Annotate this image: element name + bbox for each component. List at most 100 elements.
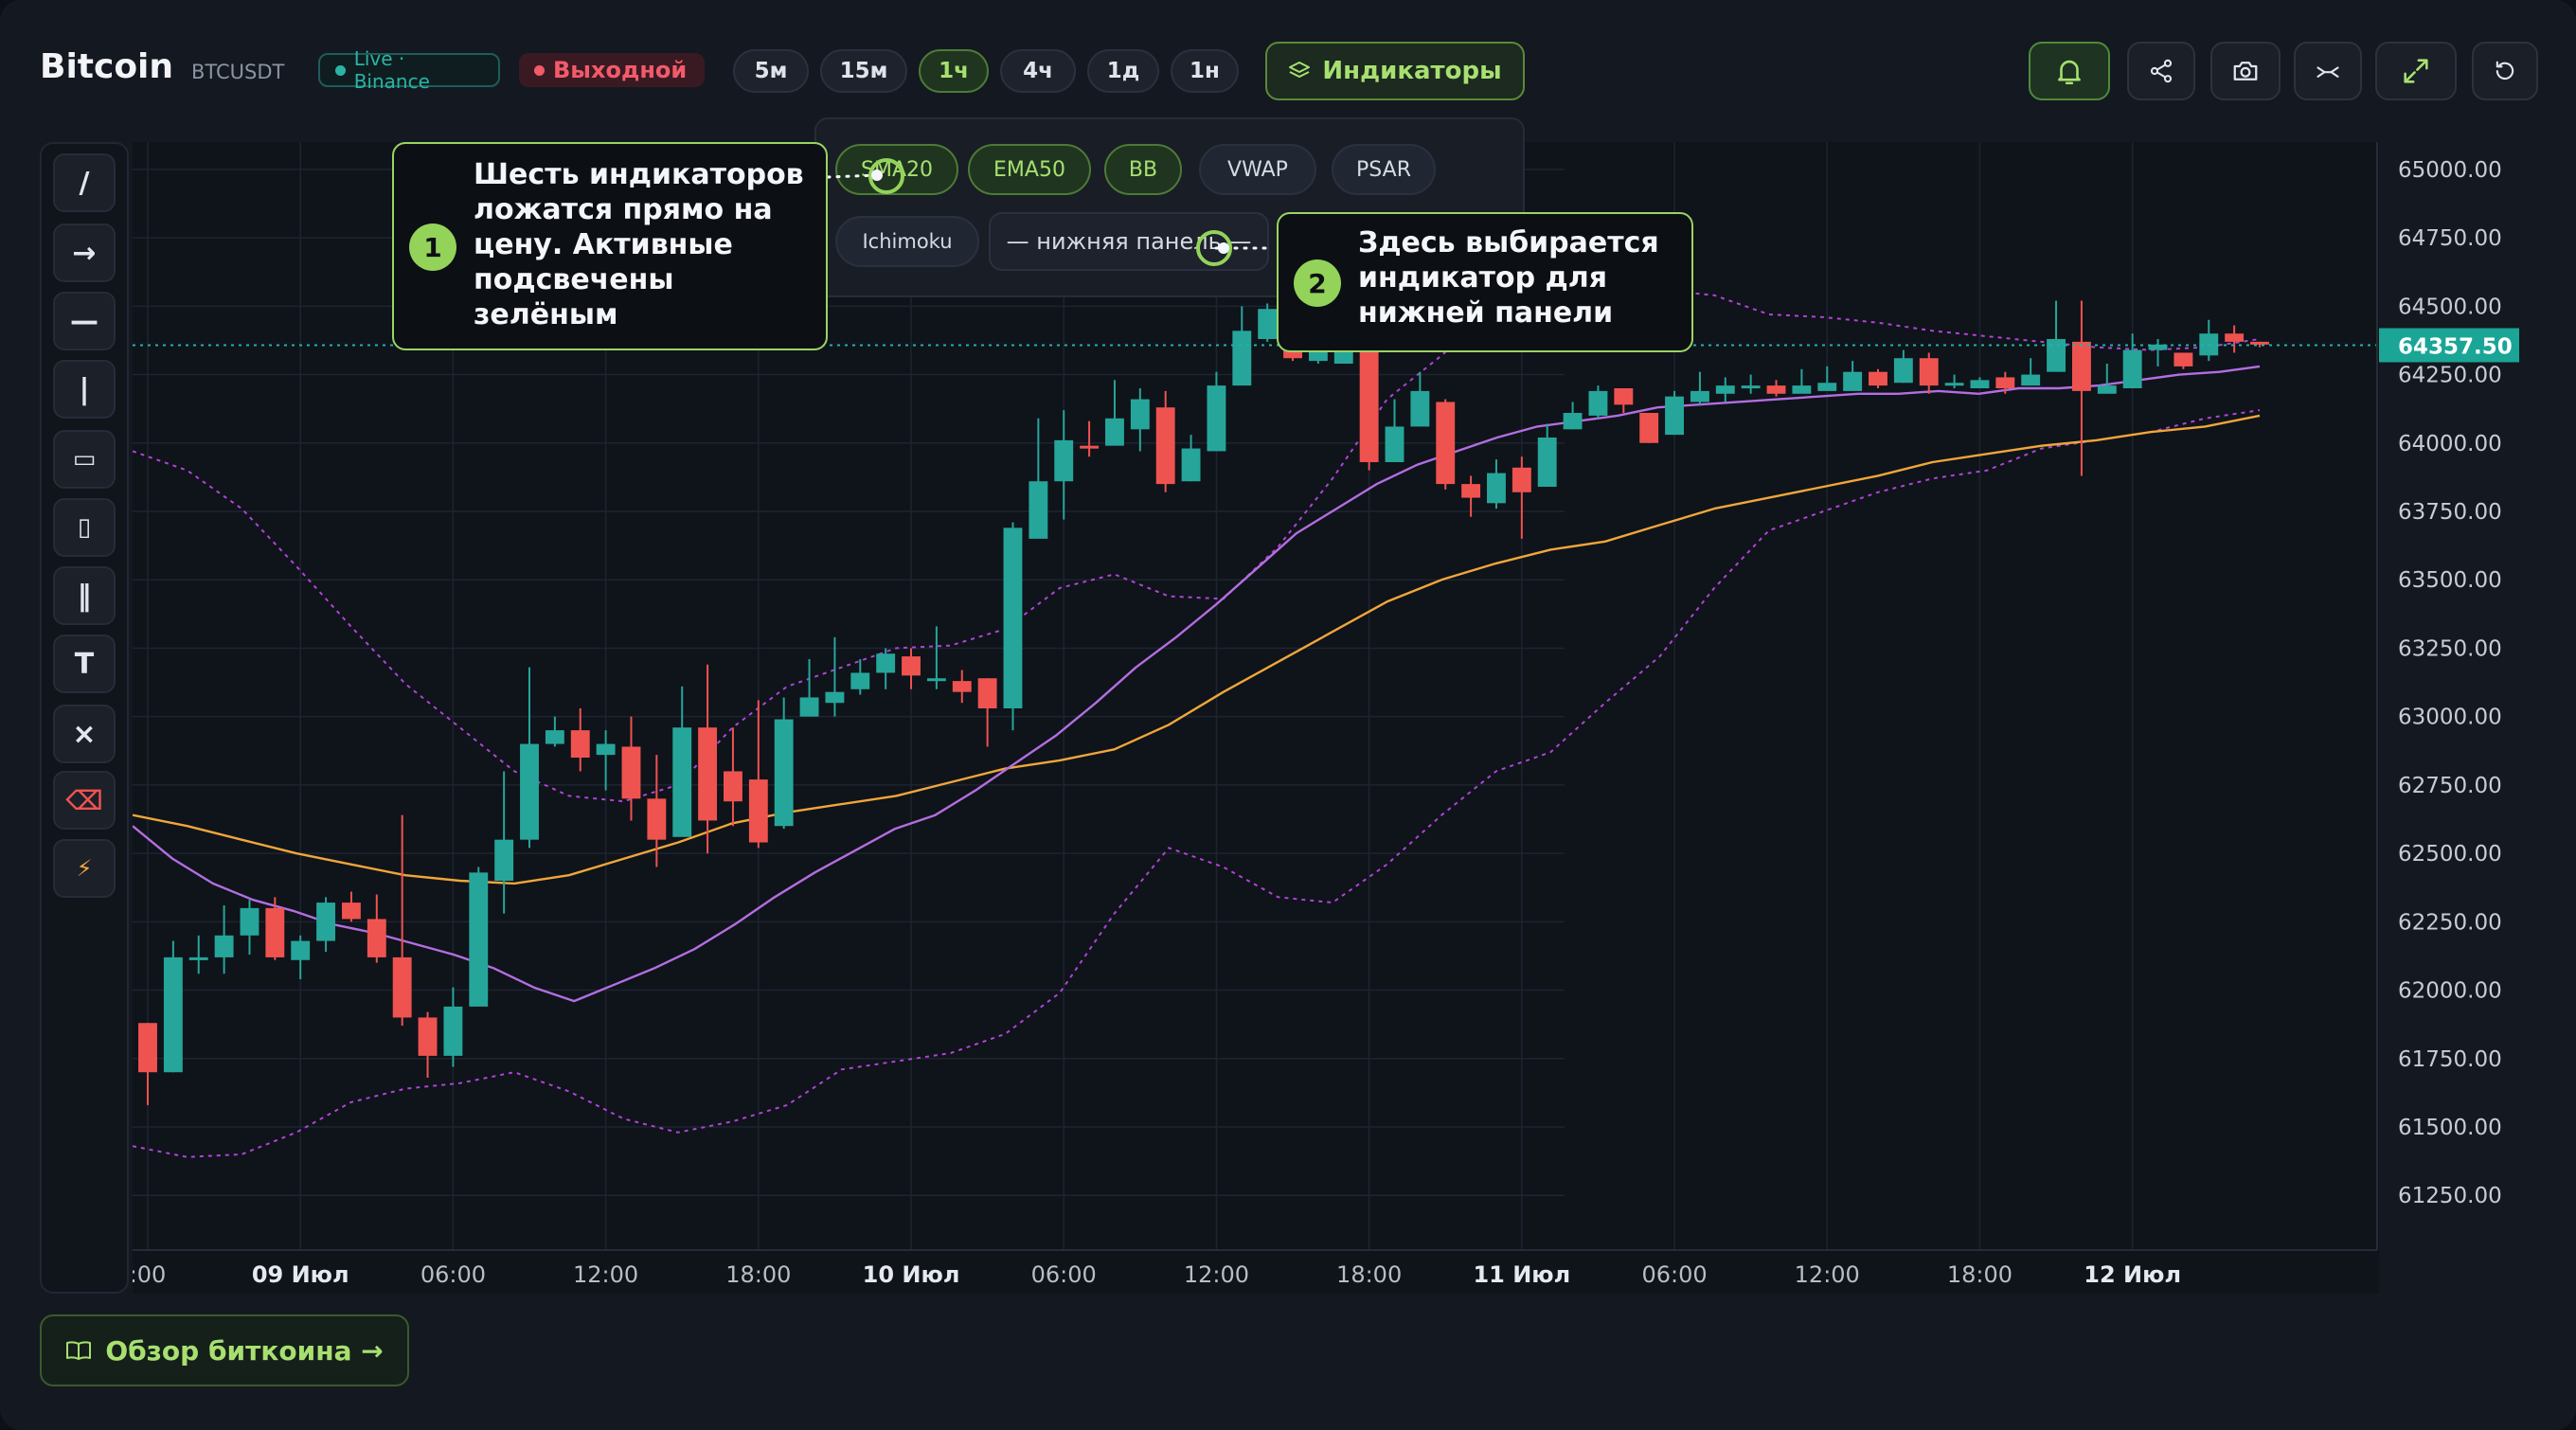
candle bbox=[774, 697, 794, 830]
candle bbox=[240, 900, 259, 955]
candle-body bbox=[367, 919, 386, 957]
candle-body bbox=[1359, 344, 1379, 462]
candle-body bbox=[2097, 385, 2117, 394]
candle bbox=[443, 987, 463, 1067]
candle bbox=[850, 659, 870, 695]
candle bbox=[188, 935, 208, 974]
tool-vertical-rectangle[interactable]: ▯ bbox=[53, 498, 116, 557]
candle-body bbox=[1665, 396, 1684, 436]
candle bbox=[621, 716, 641, 821]
timeframe-1h-button[interactable]: 1ч bbox=[919, 49, 989, 93]
candle bbox=[1715, 377, 1735, 402]
tool-rectangle[interactable]: ▭ bbox=[53, 430, 116, 489]
candle bbox=[163, 940, 183, 1073]
timeframe-15m-button[interactable]: 15м bbox=[820, 49, 907, 93]
candle bbox=[748, 700, 768, 849]
screenshot-button[interactable] bbox=[2210, 42, 2281, 100]
candle bbox=[291, 935, 311, 979]
timeframe-4h-button[interactable]: 4ч bbox=[1000, 49, 1076, 93]
candle-body bbox=[1715, 385, 1735, 394]
candle bbox=[1258, 303, 1278, 342]
candle bbox=[1665, 390, 1684, 436]
time-tick-label: 12:00 bbox=[1795, 1261, 1860, 1288]
candle bbox=[698, 664, 718, 854]
alert-button[interactable] bbox=[2029, 42, 2110, 100]
tool-parallel-channel[interactable]: ‖ bbox=[53, 566, 116, 625]
price-tick-label: 62000.00 bbox=[2398, 979, 2502, 1004]
candle-body bbox=[621, 746, 641, 799]
time-tick-label: 18:00 bbox=[725, 1261, 791, 1288]
candle-body bbox=[392, 956, 412, 1018]
candle bbox=[2071, 300, 2091, 476]
candle-body bbox=[570, 730, 590, 758]
candle-body bbox=[2047, 339, 2066, 372]
tool-delete[interactable]: ⌫ bbox=[53, 771, 116, 830]
candle-body bbox=[214, 935, 234, 957]
candle-body bbox=[2250, 341, 2269, 345]
candle bbox=[316, 897, 336, 953]
drawing-toolbar: / → — | ▭ ▯ ‖ T × ⌫ ⚡ bbox=[40, 142, 129, 1294]
candle-body bbox=[1537, 438, 1557, 487]
price-tick-label: 62750.00 bbox=[2398, 774, 2502, 798]
candle-body bbox=[1029, 481, 1048, 539]
indicator-chip-psar[interactable]: PSAR bbox=[1332, 144, 1436, 195]
candle-body bbox=[443, 1006, 463, 1056]
price-tick-label: 63000.00 bbox=[2398, 706, 2502, 730]
candle-body bbox=[596, 743, 616, 756]
candle-body bbox=[188, 956, 208, 960]
tool-vertical-line[interactable]: | bbox=[53, 360, 116, 419]
timeframe-1w-button[interactable]: 1н bbox=[1171, 49, 1239, 93]
candle bbox=[570, 708, 590, 772]
candle bbox=[647, 755, 667, 867]
candle-body bbox=[1919, 358, 1939, 386]
tool-text[interactable]: T bbox=[53, 635, 116, 693]
candle bbox=[1919, 352, 1939, 394]
fullscreen-button[interactable] bbox=[2375, 42, 2457, 100]
candle bbox=[1843, 361, 1863, 391]
candle-body bbox=[469, 872, 489, 1007]
candle-body bbox=[672, 727, 692, 837]
time-tick-label: 06:00 bbox=[1031, 1261, 1097, 1288]
indicator-chip-ema50[interactable]: EMA50 bbox=[968, 144, 1091, 195]
callout-2-text: Здесь выбирается индикатор для нижней па… bbox=[1358, 226, 1659, 330]
tool-magnet[interactable]: ⚡ bbox=[53, 839, 116, 898]
candle bbox=[1155, 390, 1175, 492]
bb-upper-line bbox=[132, 289, 2261, 803]
candle bbox=[1944, 374, 1964, 388]
candle bbox=[1080, 420, 1100, 457]
lower-panel-select[interactable]: — нижняя панель — bbox=[989, 212, 1269, 271]
tool-trendline[interactable]: / bbox=[53, 153, 116, 212]
tool-arrow[interactable]: → bbox=[53, 223, 116, 282]
indicator-chip-ichimoku[interactable]: Ichimoku bbox=[835, 216, 979, 267]
bitcoin-review-button[interactable]: Обзор биткоина → bbox=[40, 1314, 409, 1386]
tool-horizontal-line[interactable]: — bbox=[53, 292, 116, 350]
tool-clear[interactable]: × bbox=[53, 705, 116, 763]
indicators-button[interactable]: Индикаторы bbox=[1265, 42, 1525, 100]
indicator-chip-vwap[interactable]: VWAP bbox=[1199, 144, 1316, 195]
reset-button[interactable] bbox=[2472, 42, 2538, 100]
candle-body bbox=[1436, 402, 1456, 485]
compare-button[interactable] bbox=[2294, 42, 2362, 100]
candle bbox=[1970, 377, 1990, 388]
candle bbox=[265, 897, 285, 960]
time-tick-label: 12:00 bbox=[573, 1261, 638, 1288]
candle bbox=[1639, 413, 1659, 443]
candle-body bbox=[1410, 390, 1430, 427]
candle bbox=[724, 727, 742, 827]
candle bbox=[2122, 333, 2142, 388]
candle bbox=[799, 659, 819, 717]
candle bbox=[2225, 325, 2245, 353]
candle bbox=[2148, 339, 2168, 366]
timeframe-5m-button[interactable]: 5м bbox=[733, 49, 809, 93]
candle-body bbox=[1130, 399, 1150, 430]
candle-body bbox=[698, 727, 718, 821]
candle-body bbox=[748, 779, 768, 843]
timeframe-1d-button[interactable]: 1д bbox=[1087, 49, 1159, 93]
callout-1-text: Шесть индикаторов ложатся прямо на цену.… bbox=[474, 158, 804, 331]
candle-body bbox=[1232, 331, 1252, 386]
indicator-chip-bb[interactable]: BB bbox=[1104, 144, 1182, 195]
indicator-chip-sma20[interactable]: SMA20 bbox=[835, 144, 958, 195]
share-button[interactable] bbox=[2127, 42, 2195, 100]
candle bbox=[876, 648, 896, 689]
time-tick-label: 06:00 bbox=[1641, 1261, 1707, 1288]
